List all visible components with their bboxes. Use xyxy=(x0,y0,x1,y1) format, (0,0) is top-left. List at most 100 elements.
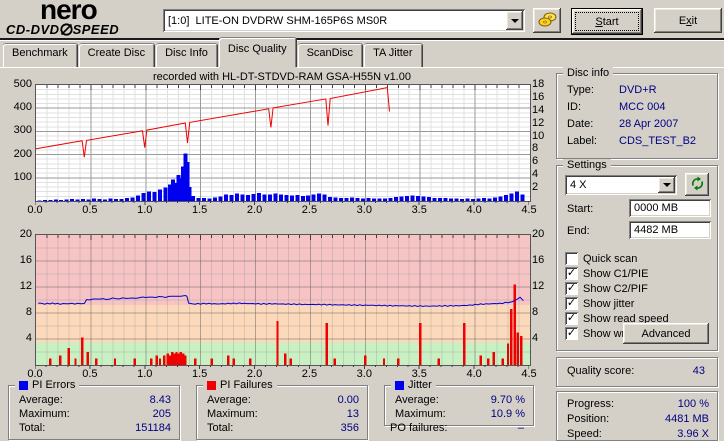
speed-select[interactable]: 4 X xyxy=(565,175,677,195)
drive-select-value: [1:0] LITE-ON DVDRW SHM-165P6S MS0R xyxy=(168,14,388,27)
y-axis-tick-label: 500 xyxy=(13,78,32,90)
x-axis-tick-label: 4.0 xyxy=(466,204,482,216)
x-axis-tick-label: 1.0 xyxy=(137,204,153,216)
tab-benchmark[interactable]: Benchmark xyxy=(3,43,78,67)
po-failures-value: – xyxy=(517,422,524,434)
y-axis-tick-label: 14 xyxy=(532,103,545,116)
y-axis-tick-label: 20 xyxy=(19,228,32,240)
start-button-label: Start xyxy=(595,15,619,28)
y-axis-tick-label: 4 xyxy=(532,168,539,181)
chart-title: recorded with HL-DT-STDVD-RAM GSA-H55N v… xyxy=(153,71,411,83)
y-axis-tick-label: 4 xyxy=(25,332,32,344)
x-axis-tick-label: 1.5 xyxy=(192,204,208,216)
info-row: Total: 356 xyxy=(207,422,359,436)
advanced-button[interactable]: Advanced xyxy=(623,323,709,344)
info-row: Speed: 3.96 X xyxy=(567,428,709,441)
y-axis-tick-label: 12 xyxy=(532,116,545,129)
discs-icon xyxy=(538,11,557,31)
drive-select-arrow[interactable] xyxy=(506,11,523,30)
row-label: Average: xyxy=(207,394,251,406)
refresh-button[interactable] xyxy=(685,173,709,196)
nero-logo: nero CD-DVD SPEED xyxy=(2,0,162,37)
info-row: Average: 8.43 xyxy=(19,394,171,408)
row-value: DVD+R xyxy=(619,84,657,96)
checkbox-unchecked[interactable] xyxy=(565,252,578,265)
info-row: Type: DVD+R xyxy=(567,84,709,98)
tab-scandisc[interactable]: ScanDisc xyxy=(297,43,364,67)
drive-select[interactable]: [1:0] LITE-ON DVDRW SHM-165P6S MS0R xyxy=(163,9,525,32)
tab-disc-quality[interactable]: Disc Quality xyxy=(218,37,297,67)
info-row: Progress: 100 % xyxy=(567,398,709,412)
info-row: Maximum: 13 xyxy=(207,408,359,422)
x-axis-tick-label: 3.5 xyxy=(411,204,427,216)
y-axis-tick-label: 12 xyxy=(19,280,32,292)
row-value: 356 xyxy=(340,422,359,434)
row-label: Maximum: xyxy=(395,408,446,420)
pi-failures-swatch xyxy=(207,380,216,390)
checkbox-row-show-c1-pie[interactable]: ✓ Show C1/PIE xyxy=(565,267,648,280)
disc-info-title: Disc info xyxy=(563,67,614,79)
checkbox-checked[interactable]: ✓ xyxy=(565,312,578,325)
settings-group: Settings 4 X Start: End: Quic xyxy=(556,159,718,351)
jitter-title: Jitter xyxy=(408,379,432,391)
y-axis-tick-label: 8 xyxy=(532,142,539,155)
checkbox-row-show-jitter[interactable]: ✓ Show jitter xyxy=(565,297,634,310)
tab-ta-jitter[interactable]: TA Jitter xyxy=(364,43,423,67)
checkbox-row-quick-scan[interactable]: Quick scan xyxy=(565,252,637,265)
row-label: Type: xyxy=(567,84,594,96)
x-axis-tick-label: 2.0 xyxy=(246,204,263,216)
checkbox-row-show-c2-pif[interactable]: ✓ Show C2/PIF xyxy=(565,282,648,295)
checkbox-checked[interactable]: ✓ xyxy=(565,327,578,340)
quality-score-label: Quality score: xyxy=(567,365,635,377)
eject-disc-button[interactable] xyxy=(533,8,561,33)
y-axis-tick-label: 16 xyxy=(532,90,545,103)
row-label: Date: xyxy=(567,118,594,130)
row-value: MCC 004 xyxy=(619,101,666,113)
info-row: Date: 28 Apr 2007 xyxy=(567,118,709,132)
y-axis-tick-label: 300 xyxy=(13,124,32,137)
row-value: 3.96 X xyxy=(677,428,709,440)
po-failures-label: PO failures: xyxy=(390,422,448,434)
speed-select-arrow[interactable] xyxy=(658,177,675,193)
x-axis-tick-label: 4.5 xyxy=(521,204,537,216)
advanced-button-label: Advanced xyxy=(641,327,691,340)
exit-button[interactable]: Exit xyxy=(654,8,722,33)
row-label: Total: xyxy=(207,422,234,434)
checkbox-row-show-read-speed[interactable]: ✓ Show read speed xyxy=(565,312,669,325)
chevron-down-icon xyxy=(510,18,519,27)
jitter-chart-plot xyxy=(35,234,531,366)
x-axis-tick-label: 3.0 xyxy=(356,368,372,380)
row-value: CDS_TEST_B2 xyxy=(619,135,697,147)
pi-failures-group: PI Failures Average: 0.00 Maximum: 13 Total:… xyxy=(196,379,368,440)
checkbox-checked[interactable]: ✓ xyxy=(565,282,578,295)
row-value: 151184 xyxy=(135,422,171,434)
row-label: Speed: xyxy=(567,428,602,440)
jitter-group: Jitter Average: 9.70 % Maximum: 10.9 % xyxy=(384,379,534,426)
tab-disc-info[interactable]: Disc Info xyxy=(156,43,218,67)
checkbox-checked[interactable]: ✓ xyxy=(565,297,578,310)
row-label: Label: xyxy=(567,135,597,147)
y-axis-tick-label: 8 xyxy=(532,306,539,318)
row-value: 13 xyxy=(346,408,359,420)
checkbox-label: Show jitter xyxy=(583,297,635,310)
disc-icon xyxy=(59,22,73,37)
x-axis-tick-label: 0.5 xyxy=(82,204,98,216)
pi-errors-group: PI Errors Average: 8.43 Maximum: 205 Total: 1… xyxy=(8,379,180,440)
row-value: 205 xyxy=(152,408,171,420)
end-mb-input[interactable] xyxy=(629,224,711,236)
pie-chart-plot xyxy=(35,84,531,202)
tab-create-disc[interactable]: Create Disc xyxy=(78,43,156,67)
x-axis-tick-label: 4.0 xyxy=(466,368,482,380)
po-failures-row: PO failures: – xyxy=(390,422,528,436)
checkbox-checked[interactable]: ✓ xyxy=(565,267,578,280)
x-axis-tick-label: 1.5 xyxy=(192,368,208,380)
y-axis-tick-label: 4 xyxy=(532,332,539,344)
start-button[interactable]: Start xyxy=(571,8,643,35)
disc-quality-page: recorded with HL-DT-STDVD-RAM GSA-H55N v… xyxy=(0,67,724,441)
pi-errors-swatch xyxy=(19,380,28,390)
start-mb-input[interactable] xyxy=(629,202,711,214)
chevron-down-icon xyxy=(662,183,671,191)
info-row: Total: 151184 xyxy=(19,422,171,436)
progress-panel: Progress: 100 % Position: 4481 MB Speed: 3.96… xyxy=(556,391,718,441)
